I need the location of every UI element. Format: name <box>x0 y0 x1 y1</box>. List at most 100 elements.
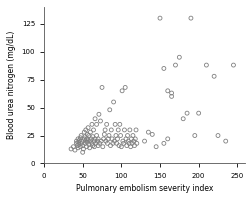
Point <box>128 128 132 132</box>
Point <box>127 142 131 145</box>
Point <box>106 137 110 140</box>
Point <box>120 89 124 92</box>
Point <box>92 140 96 143</box>
Point <box>129 145 133 148</box>
Point <box>78 138 82 142</box>
Point <box>125 134 130 137</box>
Point <box>86 126 90 129</box>
Point <box>92 145 96 148</box>
Point <box>81 147 85 151</box>
Point <box>100 86 104 89</box>
Point <box>79 134 83 137</box>
Point <box>134 128 138 132</box>
Point <box>114 134 118 137</box>
Point <box>91 135 95 138</box>
Point <box>212 75 216 78</box>
Point <box>109 144 113 147</box>
Point <box>87 134 91 137</box>
Point <box>84 145 88 148</box>
Point <box>117 144 121 147</box>
Point <box>121 140 125 143</box>
Point <box>71 145 75 148</box>
Point <box>133 144 137 147</box>
Point <box>185 112 189 115</box>
Point <box>88 131 92 134</box>
Point <box>91 128 96 132</box>
Point <box>150 133 154 136</box>
Point <box>224 140 228 143</box>
Point <box>90 123 94 126</box>
Y-axis label: Blood urea nitrogen (mg/dL): Blood urea nitrogen (mg/dL) <box>7 31 16 139</box>
Point <box>197 112 201 115</box>
Point <box>87 143 91 146</box>
Point <box>115 142 119 145</box>
Point <box>133 137 137 140</box>
Point <box>166 89 170 92</box>
Point <box>76 137 80 140</box>
Point <box>99 140 103 143</box>
Point <box>115 137 119 140</box>
Point <box>105 142 109 145</box>
Point <box>231 63 235 67</box>
Point <box>181 117 185 120</box>
Point <box>76 146 80 149</box>
Point <box>96 137 100 140</box>
Point <box>108 108 112 111</box>
Point <box>93 117 97 120</box>
Point <box>131 134 135 137</box>
Point <box>158 17 162 20</box>
Point <box>93 137 97 140</box>
Point <box>146 131 150 134</box>
Point <box>91 144 95 147</box>
Point <box>94 123 99 126</box>
Point <box>204 63 208 67</box>
Point <box>110 137 114 140</box>
Point <box>83 142 87 145</box>
Point <box>125 144 129 147</box>
Point <box>122 142 126 145</box>
Point <box>81 144 85 147</box>
Point <box>75 140 79 143</box>
Point <box>132 140 136 143</box>
Point <box>216 134 220 137</box>
Point <box>81 151 85 154</box>
Point <box>82 137 86 140</box>
Point <box>118 134 122 137</box>
Point <box>88 146 92 149</box>
Point <box>129 137 133 140</box>
Point <box>84 140 88 143</box>
Point <box>111 142 115 145</box>
Point <box>86 138 90 142</box>
Point <box>95 140 99 143</box>
Point <box>166 137 170 140</box>
Point <box>154 145 158 148</box>
Point <box>143 140 147 143</box>
Point <box>96 144 100 147</box>
Point <box>124 137 128 140</box>
Point <box>97 113 101 116</box>
Point <box>130 142 134 145</box>
Point <box>101 145 105 148</box>
Point <box>84 128 88 132</box>
Point <box>135 142 139 145</box>
Point <box>107 134 111 137</box>
Point <box>77 141 81 144</box>
Point <box>119 145 123 148</box>
Point <box>123 86 127 89</box>
Point <box>102 133 106 136</box>
Point <box>84 137 88 140</box>
Point <box>126 140 130 143</box>
Point <box>75 142 79 145</box>
Point <box>78 136 82 139</box>
Point <box>105 123 109 126</box>
Point <box>85 133 89 136</box>
Point <box>116 128 120 132</box>
Point <box>170 91 174 95</box>
Point <box>88 140 92 143</box>
X-axis label: Pulmonary embolism severity index: Pulmonary embolism severity index <box>76 184 213 193</box>
Point <box>102 137 106 140</box>
Point <box>94 134 99 137</box>
Point <box>73 148 77 152</box>
Point <box>77 143 81 146</box>
Point <box>113 123 117 126</box>
